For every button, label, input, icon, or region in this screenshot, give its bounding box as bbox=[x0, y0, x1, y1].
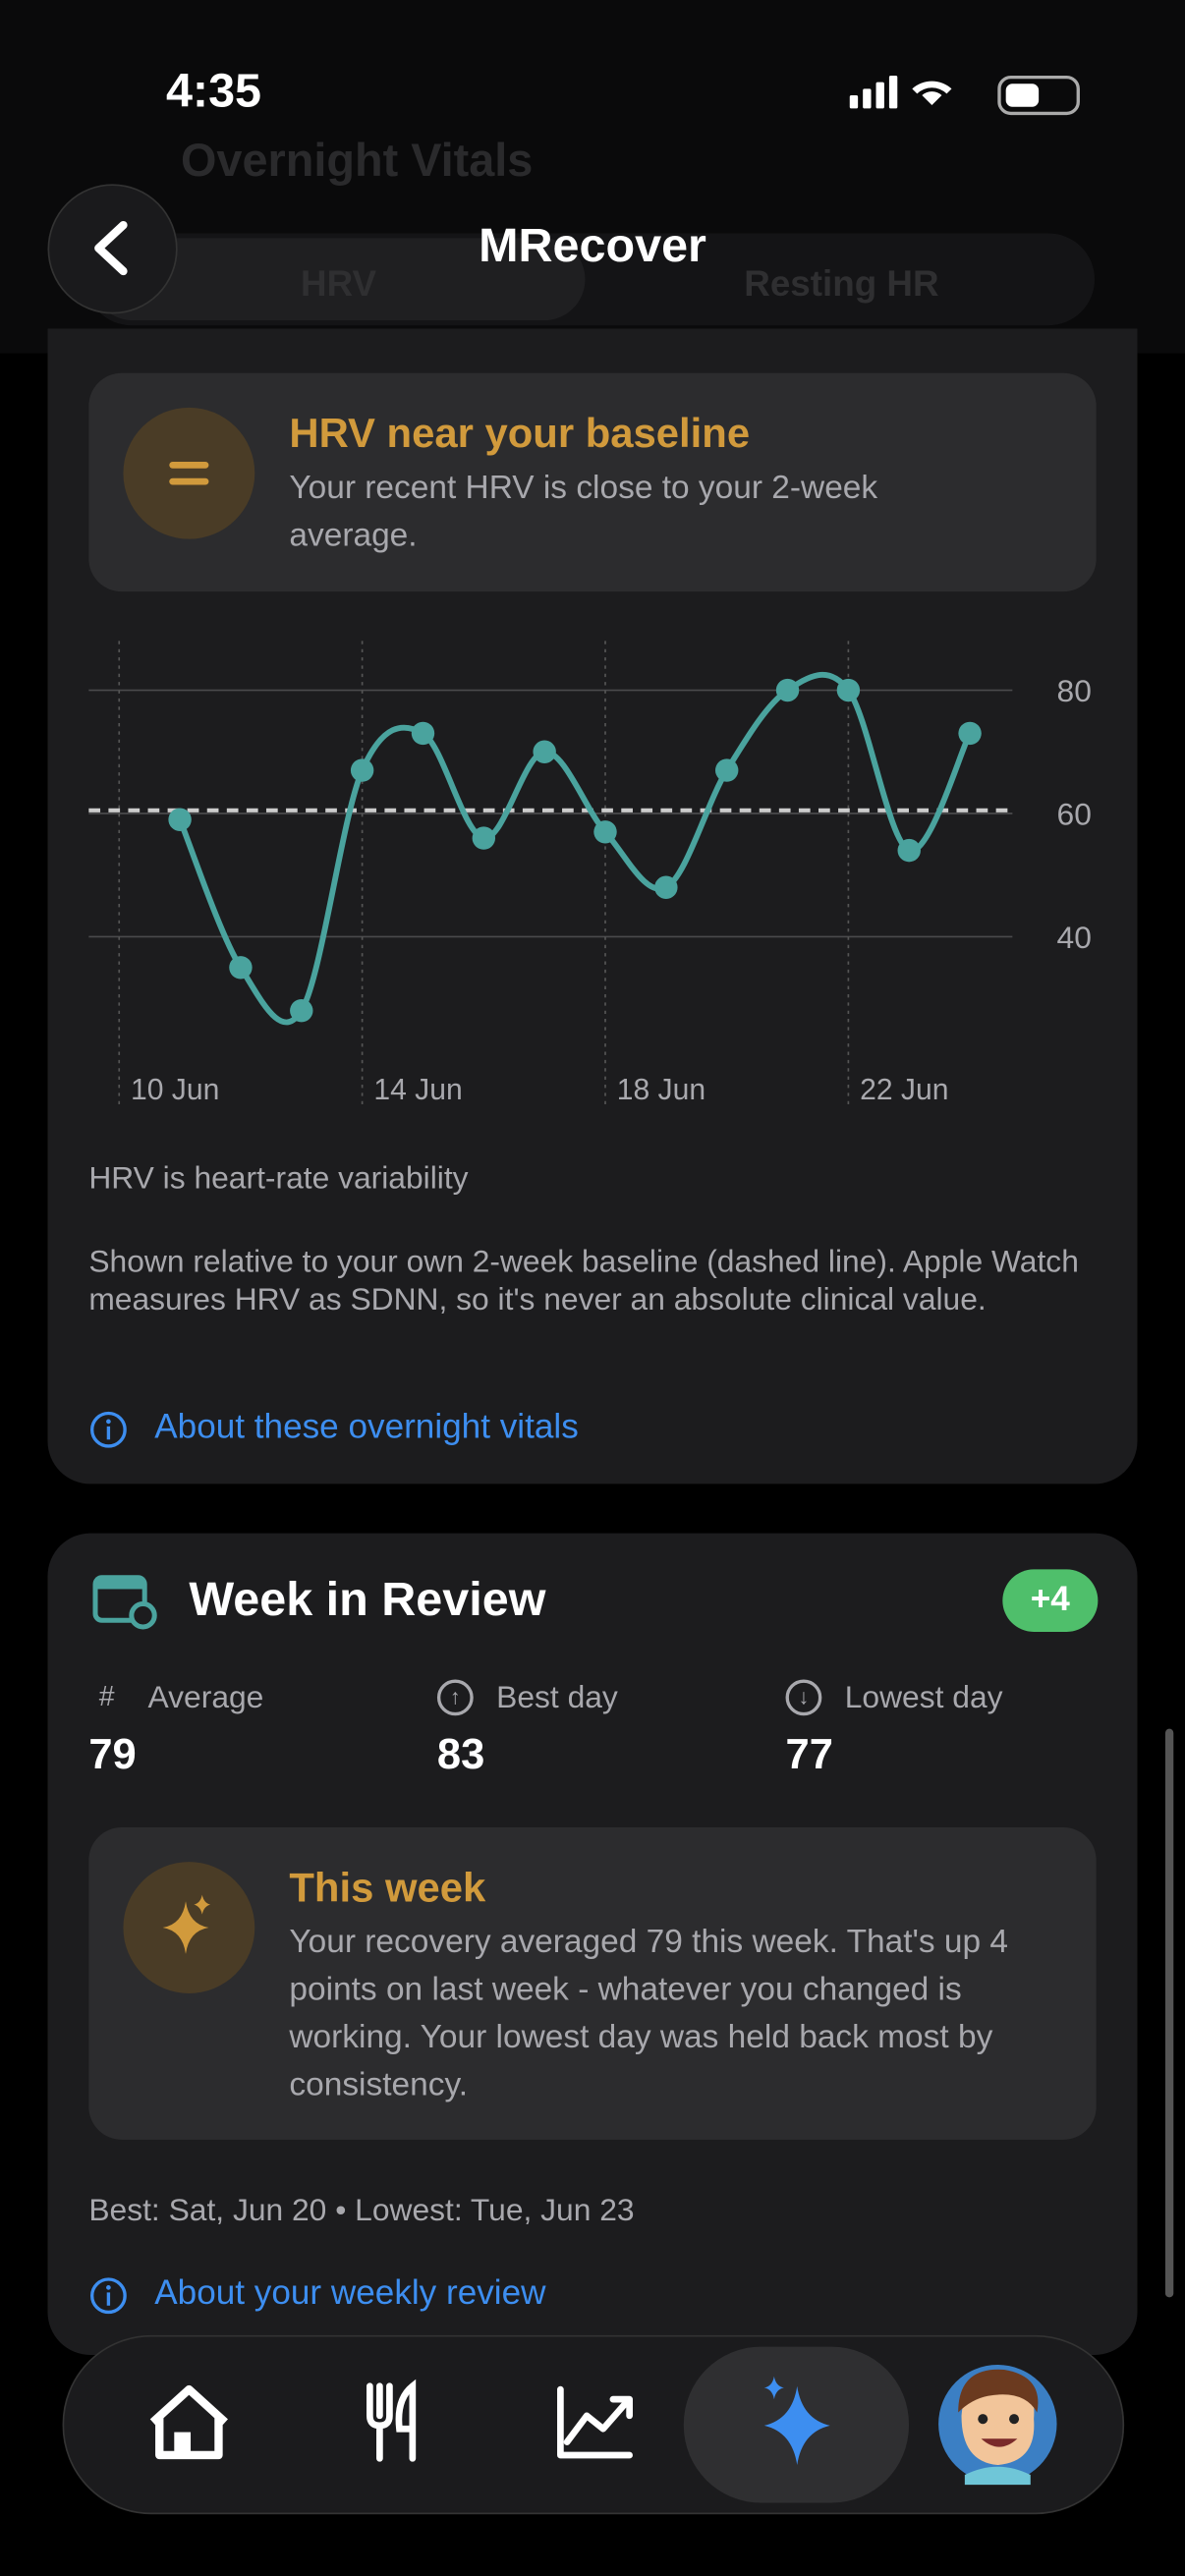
scrollbar bbox=[1164, 1728, 1174, 2298]
time: 4:35 bbox=[165, 65, 262, 119]
data-point bbox=[958, 721, 982, 746]
data-point bbox=[897, 838, 921, 863]
week-link[interactable]: About your weekly review bbox=[154, 2273, 546, 2313]
sparkle-icon bbox=[123, 1862, 255, 1993]
x-tick-label: 10 Jun bbox=[131, 1074, 219, 1106]
stat-icon: ↑ bbox=[436, 1679, 474, 1716]
week-insight-title: This week bbox=[289, 1865, 486, 1912]
hrv-chart: 40 60 80 10 Jun 14 Jun 18 Jun 22 Jun bbox=[88, 641, 1092, 1106]
data-point bbox=[654, 875, 678, 899]
stat-icon: ↓ bbox=[785, 1679, 822, 1716]
data-point bbox=[350, 758, 374, 782]
week-footer: Best: Sat, Jun 20 • Lowest: Tue, Jun 23 bbox=[88, 2194, 635, 2229]
data-point bbox=[168, 808, 192, 831]
tab-bar bbox=[62, 2334, 1125, 2515]
status-icons bbox=[849, 75, 1080, 116]
food-icon[interactable] bbox=[367, 2379, 417, 2462]
week-insight: This week Your recovery averaged 79 this… bbox=[88, 1827, 1097, 2140]
data-point bbox=[714, 758, 739, 782]
caption: HRV is heart-rate variability bbox=[88, 1161, 469, 1197]
data-point bbox=[775, 678, 800, 702]
note: Shown relative to your own 2-week baseli… bbox=[88, 1245, 1079, 1318]
stat-label: Lowest day bbox=[844, 1681, 1003, 1716]
data-point bbox=[836, 678, 861, 702]
insight-icon bbox=[123, 407, 255, 539]
info-icon bbox=[89, 2277, 127, 2315]
x-tick-label: 18 Jun bbox=[617, 1074, 705, 1106]
info-icon bbox=[89, 1411, 127, 1448]
stat-value: 83 bbox=[436, 1728, 485, 1778]
badge: +4 bbox=[1002, 1569, 1099, 1632]
stat-label: Best day bbox=[496, 1681, 618, 1716]
vitals-title: Overnight Vitals bbox=[180, 135, 534, 187]
calendar-icon bbox=[92, 1575, 157, 1630]
insight-box: HRV near your baseline Your recent HRV i… bbox=[88, 372, 1097, 592]
y-tick-label: 80 bbox=[1057, 673, 1092, 708]
week-title: Week in Review bbox=[189, 1574, 546, 1627]
back-button[interactable] bbox=[47, 184, 178, 314]
y-tick-label: 60 bbox=[1057, 797, 1092, 832]
week-insight-text: Your recovery averaged 79 this week. Tha… bbox=[289, 1924, 1009, 2104]
data-point bbox=[229, 956, 253, 980]
data-point bbox=[472, 826, 496, 850]
header-title: MRecover bbox=[479, 220, 706, 273]
insight-title: HRV near your baseline bbox=[289, 411, 751, 458]
data-point bbox=[593, 820, 617, 844]
x-tick-label: 14 Jun bbox=[373, 1074, 462, 1106]
trends-icon[interactable] bbox=[557, 2385, 633, 2459]
tab[interactable]: Resting HR bbox=[744, 262, 939, 305]
series-line bbox=[177, 671, 973, 1026]
vitals-link[interactable]: About these overnight vitals bbox=[154, 1408, 579, 1446]
data-point bbox=[411, 721, 435, 746]
x-tick-label: 22 Jun bbox=[860, 1074, 948, 1106]
stat-label: Average bbox=[147, 1681, 264, 1716]
data-point bbox=[533, 740, 556, 763]
stat-value: 77 bbox=[785, 1728, 833, 1778]
stat-value: 79 bbox=[88, 1728, 137, 1778]
stat-icon: # bbox=[98, 1681, 115, 1712]
data-point bbox=[290, 998, 313, 1023]
y-tick-label: 40 bbox=[1057, 920, 1092, 955]
insight-text: Your recent HRV is close to your 2-week … bbox=[289, 470, 878, 554]
